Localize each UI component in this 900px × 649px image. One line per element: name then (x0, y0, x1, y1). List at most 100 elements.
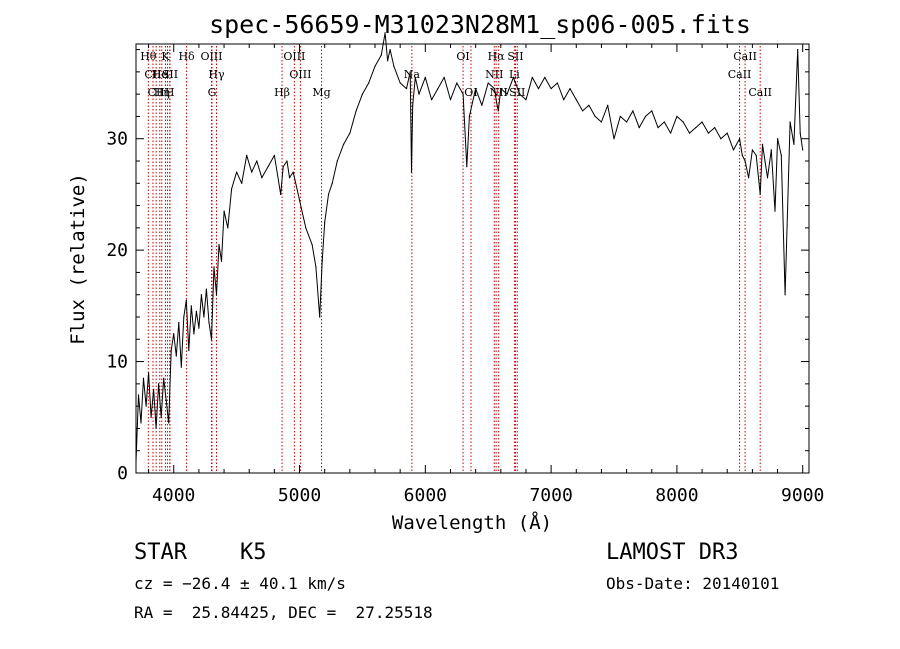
spectrum-point (193, 333, 195, 335)
spectrum-point (770, 149, 772, 151)
spectrum-point (336, 160, 338, 162)
spectrum-point (531, 76, 533, 78)
spectrum-point (569, 88, 571, 90)
spectrum-point (160, 416, 162, 418)
spectrum-point (389, 49, 391, 51)
observation-date: Obs-Date: 20140101 (606, 574, 780, 593)
emission-line-label: OIII (200, 50, 222, 63)
spectrum-point (600, 121, 603, 123)
emission-line-label: SII (162, 68, 178, 81)
spectrum-point (331, 182, 333, 184)
spectrum-point (789, 121, 791, 123)
emission-line-label: OI (464, 86, 477, 99)
spectrum-point (613, 138, 615, 140)
spectrum-point (241, 182, 243, 184)
object-class: STAR (134, 540, 187, 565)
spectrum-point (556, 82, 559, 84)
spectrum-point (361, 93, 363, 95)
spectrum-point (676, 115, 678, 117)
spectrum-point (588, 104, 590, 106)
spectrum-point (497, 110, 499, 112)
spectrum-line (135, 32, 804, 462)
spectrum-point (227, 227, 229, 229)
spectrum-point (755, 154, 757, 156)
spectrum-point (142, 377, 145, 379)
spectrum-point (261, 177, 263, 179)
spectrum-point (173, 333, 175, 335)
spectrum-point (218, 244, 220, 246)
emission-line-label: K (161, 50, 170, 63)
spectrum-point (410, 171, 413, 173)
spectrum-point (802, 149, 804, 151)
spectrum-point (393, 65, 395, 67)
spectrum-point (188, 349, 190, 351)
spectrum-point (663, 121, 665, 123)
spectrum-point (163, 377, 165, 379)
spectrum-point (384, 32, 386, 34)
spectrum-point (493, 88, 496, 90)
spectrum-point (506, 93, 508, 95)
spectrum-point (170, 349, 172, 351)
spectrum-point (475, 88, 477, 90)
x-tick-label: 5000 (278, 485, 321, 506)
spectrum-point (165, 400, 167, 402)
y-tick-label: 30 (106, 129, 128, 150)
spectrum-point (180, 366, 182, 368)
spectrum-point (741, 154, 743, 156)
spectrum-point (462, 93, 464, 95)
spectrum-point (203, 316, 205, 318)
spectrum-point (349, 132, 351, 134)
spectrum-point (305, 227, 307, 229)
spectrum-point (682, 121, 684, 123)
spectrum-point (575, 99, 577, 101)
spectrum-point (537, 88, 540, 90)
emission-line-label: Hθ (140, 50, 157, 63)
spectrum-point (343, 143, 345, 145)
emission-line-label: He (152, 68, 168, 81)
spectrum-point (726, 132, 728, 134)
x-tick-label: 4000 (152, 485, 195, 506)
spectrum-point (137, 394, 140, 396)
emission-line-label: Hδ (178, 50, 195, 63)
emission-line-label: Mg (312, 86, 330, 99)
x-tick-label: 9000 (781, 485, 824, 506)
x-axis-label: Wavelength (Å) (392, 511, 552, 534)
spectrum-point (183, 316, 185, 318)
emission-line-label: NII (485, 68, 503, 81)
spectrum-point (744, 160, 746, 162)
spectrum-point (324, 221, 326, 223)
spectrum-point (777, 138, 779, 140)
spectrum-point (500, 88, 502, 90)
object-subclass: K5 (240, 540, 267, 565)
spectrum-point (544, 76, 546, 78)
spectrum-point (185, 299, 187, 301)
spectrum-point (205, 288, 207, 290)
y-tick-label: 20 (106, 240, 128, 261)
spectrum-point (644, 115, 647, 117)
spectrum-point (178, 322, 180, 324)
spectrum-point (481, 104, 483, 106)
emission-line-markers (147, 46, 761, 473)
emission-line-label: CaII (748, 86, 772, 99)
spectrum-line-group (135, 32, 804, 463)
spectrum-point (288, 177, 291, 179)
spectrum-point (701, 121, 703, 123)
spectrum-point (195, 310, 197, 312)
spectrum-point (784, 294, 786, 296)
spectrum-point (319, 316, 321, 318)
spectrum-point (282, 166, 284, 168)
spectrum-point (519, 93, 521, 95)
spectrum-point (246, 154, 248, 156)
coordinates: RA = 25.84425, DEC = 27.25518 (134, 603, 433, 622)
spectrum-point (190, 305, 192, 307)
spectrum-point (449, 99, 452, 101)
spectrum-point (799, 132, 801, 134)
y-tick-label: 0 (117, 463, 128, 484)
emission-line-label: Hη (154, 86, 170, 99)
spectrum-point (355, 110, 357, 112)
spectrum-point (220, 260, 223, 262)
spectrum-point (424, 76, 426, 78)
spectrum-point (632, 110, 634, 112)
spectrum-point (607, 104, 609, 106)
